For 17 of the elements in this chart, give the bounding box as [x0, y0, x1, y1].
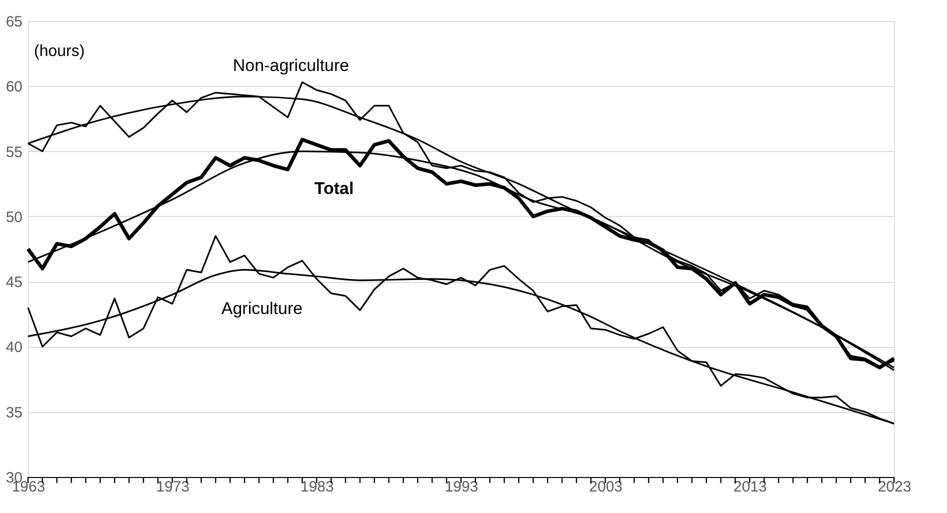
- x-tick-label: 2013: [733, 478, 767, 496]
- x-tick-label: 1983: [300, 478, 334, 496]
- x-tick-label: 2023: [878, 478, 912, 496]
- y-axis-title: (hours): [34, 43, 85, 60]
- y-tick-label: 45: [6, 274, 22, 292]
- x-tick-label: 2003: [589, 478, 623, 496]
- y-tick-label: 50: [6, 208, 22, 226]
- series-label: Total: [314, 179, 354, 198]
- series-label: Non-agriculture: [232, 56, 350, 75]
- y-tick-label: 65: [6, 14, 22, 30]
- y-tick-label: 60: [6, 78, 22, 96]
- y-tick-label: 35: [6, 404, 22, 422]
- x-tick-label: 1973: [156, 478, 190, 496]
- series-label: Agriculture: [221, 299, 303, 318]
- y-tick-label: 40: [6, 339, 22, 356]
- x-tick-label: 1993: [444, 478, 478, 496]
- y-tick-label: 55: [6, 144, 22, 161]
